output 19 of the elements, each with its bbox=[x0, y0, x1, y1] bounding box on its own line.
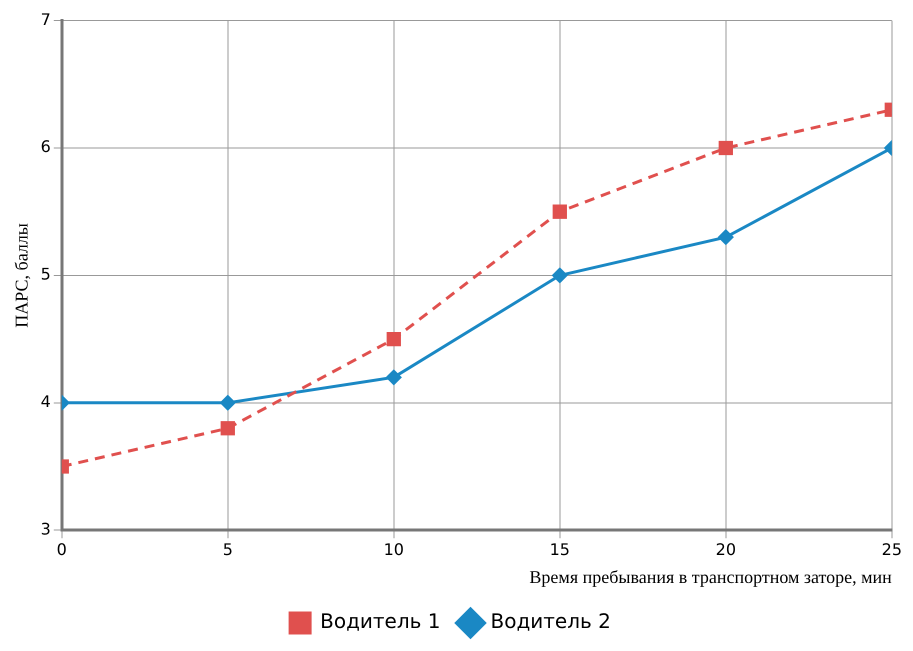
y-tick-label: 3 bbox=[40, 519, 51, 538]
legend-label: Водитель 2 bbox=[490, 609, 611, 634]
x-tick-label: 0 bbox=[56, 540, 67, 559]
x-axis-title: Время пребывания в транспортном заторе, мин bbox=[529, 566, 892, 587]
point bbox=[552, 268, 568, 283]
x-tick-label: 10 bbox=[384, 540, 404, 559]
legend-label: Водитель 1 bbox=[320, 609, 440, 634]
x-tick-label: 15 bbox=[550, 540, 570, 559]
point bbox=[552, 204, 567, 219]
y-tick-label: 6 bbox=[40, 137, 51, 156]
y-axis-title: ПАРС, баллы bbox=[12, 223, 32, 328]
x-tick-label: 25 bbox=[882, 540, 902, 559]
y-tick-label: 5 bbox=[40, 264, 51, 284]
x-tick-label: 5 bbox=[222, 540, 233, 559]
point bbox=[386, 332, 401, 346]
point bbox=[386, 370, 402, 385]
x-tick-label: 20 bbox=[716, 540, 736, 559]
y-tick-label: 7 bbox=[40, 10, 51, 29]
y-tick-label: 4 bbox=[40, 392, 51, 411]
